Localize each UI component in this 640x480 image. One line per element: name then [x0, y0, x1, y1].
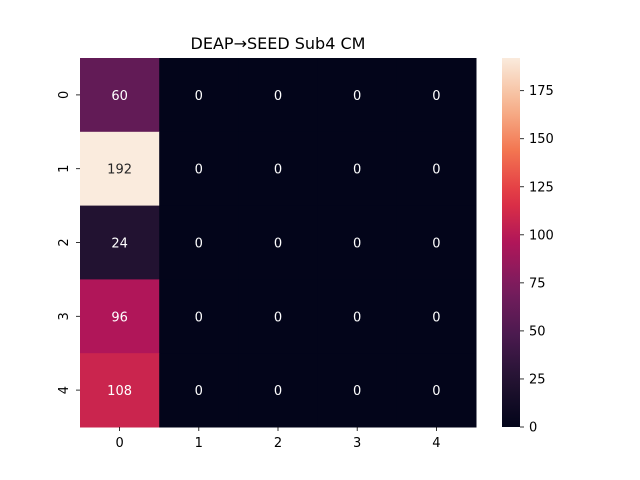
heatmap-cell-0-3 [317, 58, 398, 133]
heatmap-cells [80, 58, 477, 428]
heatmap-cell-3-1 [159, 279, 239, 354]
heatmap-cell-0-4 [396, 58, 477, 133]
x-tick-label-2: 2 [274, 436, 282, 451]
heatmap-cell-2-0 [80, 205, 160, 280]
cell-value-0-3: 0 [353, 89, 361, 104]
heatmap-cell-3-0 [80, 279, 160, 354]
colorbar-tick-label-1: 25 [529, 372, 546, 387]
heatmap-cell-3-4 [396, 279, 477, 354]
cell-value-4-1: 0 [195, 384, 203, 399]
colorbar-tick-label-4: 100 [529, 228, 554, 243]
cell-value-1-1: 0 [195, 163, 203, 178]
heatmap-cell-0-1 [159, 58, 239, 133]
heatmap-cell-4-2 [238, 353, 319, 428]
colorbar-tick-label-0: 0 [529, 421, 537, 436]
colorbar-tick-label-2: 50 [529, 324, 546, 339]
cell-value-2-2: 0 [274, 237, 282, 252]
x-tick-label-0: 0 [115, 436, 123, 451]
colorbar-tick-label-6: 150 [529, 132, 554, 147]
colorbar-tick-label-5: 125 [529, 180, 554, 195]
heatmap-cell-0-0 [80, 58, 160, 133]
cell-value-4-2: 0 [274, 384, 282, 399]
cell-value-0-1: 0 [195, 89, 203, 104]
x-axis: 0 1 2 3 4 [115, 427, 441, 451]
chart-title: DEAP→SEED Sub4 CM [191, 34, 366, 53]
y-tick-label-3: 3 [57, 312, 72, 320]
cell-value-3-3: 0 [353, 310, 361, 325]
x-tick-label-4: 4 [432, 436, 440, 451]
heatmap-cell-4-3 [317, 353, 398, 428]
y-tick-label-2: 2 [57, 238, 72, 246]
heatmap-cell-3-3 [317, 279, 398, 354]
cell-value-3-2: 0 [274, 310, 282, 325]
heatmap-cell-1-3 [317, 131, 398, 207]
heatmap-cell-1-4 [396, 131, 477, 207]
heatmap-cell-4-4 [396, 353, 477, 428]
heatmap-cell-4-1 [159, 353, 239, 428]
colorbar-tick-label-7: 175 [529, 84, 554, 99]
cell-value-4-4: 0 [432, 384, 440, 399]
cell-value-4-0: 108 [107, 384, 132, 399]
heatmap-cell-3-2 [238, 279, 319, 354]
cell-value-1-2: 0 [274, 163, 282, 178]
colorbar-axis: 0 25 50 75 100 125 150 175 [520, 84, 554, 436]
cell-value-2-0: 24 [111, 237, 128, 252]
cell-value-0-0: 60 [111, 89, 128, 104]
x-tick-label-3: 3 [353, 436, 361, 451]
heatmap-cell-0-2 [238, 58, 319, 133]
heatmap-cell-2-1 [159, 205, 239, 280]
x-tick-label-1: 1 [195, 436, 203, 451]
y-tick-label-0: 0 [57, 91, 72, 99]
heatmap-cell-2-3 [317, 205, 398, 280]
colorbar-tick-label-3: 75 [529, 276, 546, 291]
heatmap-cell-4-0 [80, 353, 160, 428]
heatmap-cell-1-2 [238, 131, 319, 207]
cell-value-2-4: 0 [432, 237, 440, 252]
cell-value-1-3: 0 [353, 163, 361, 178]
cell-value-0-4: 0 [432, 89, 440, 104]
y-tick-label-1: 1 [57, 165, 72, 173]
cell-value-1-4: 0 [432, 163, 440, 178]
heatmap-cell-1-0 [80, 131, 160, 207]
cell-value-3-0: 96 [111, 310, 128, 325]
heatmap-cell-1-1 [159, 131, 239, 207]
cell-value-3-1: 0 [195, 310, 203, 325]
cell-value-3-4: 0 [432, 310, 440, 325]
heatmap-cell-labels: 60 0 0 0 0 192 0 0 0 0 24 0 0 0 0 96 0 0 0 0 108 0 0 0 0 [107, 89, 440, 399]
cell-value-1-0: 192 [107, 163, 132, 178]
heatmap-cell-2-2 [238, 205, 319, 280]
y-axis: 0 1 2 3 4 [57, 91, 80, 394]
y-tick-label-4: 4 [57, 386, 72, 394]
cell-value-2-1: 0 [195, 237, 203, 252]
cell-value-0-2: 0 [274, 89, 282, 104]
heatmap-cell-2-4 [396, 205, 477, 280]
cell-value-2-3: 0 [353, 237, 361, 252]
cell-value-4-3: 0 [353, 384, 361, 399]
colorbar [502, 58, 520, 427]
